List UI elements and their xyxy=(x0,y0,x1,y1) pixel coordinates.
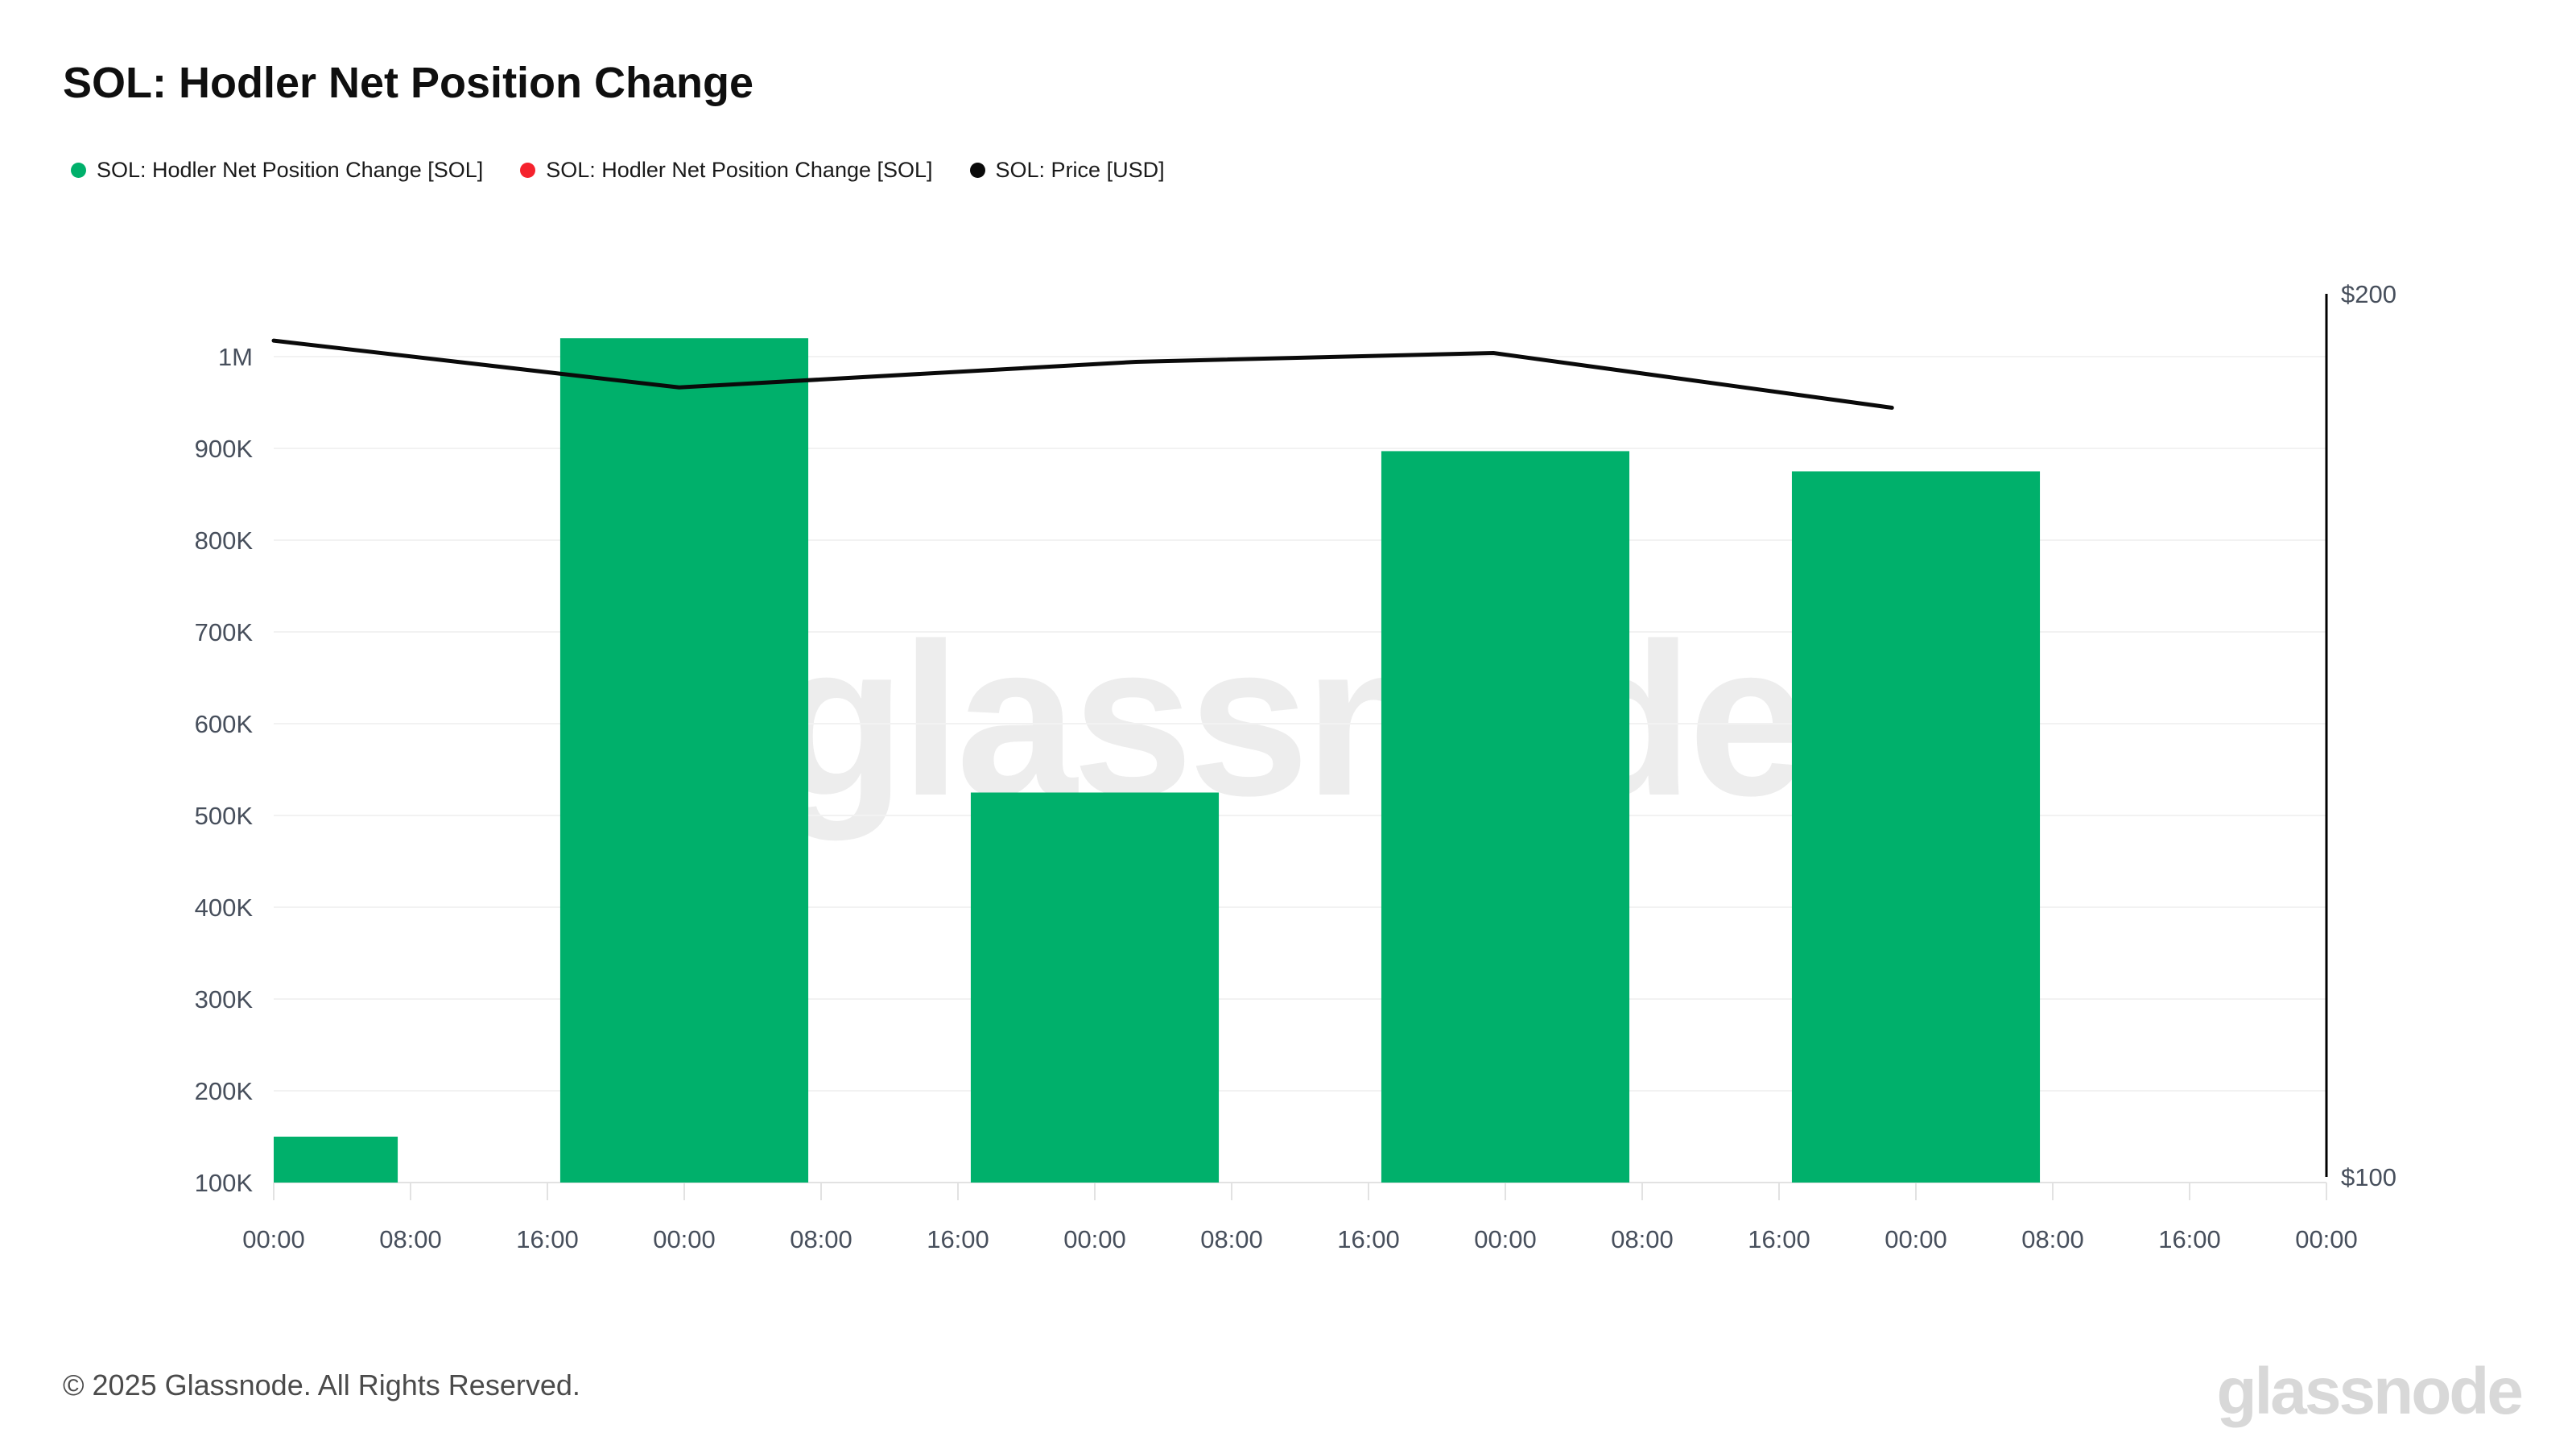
x-axis-tick-label: 00:00 xyxy=(242,1225,305,1253)
x-axis-tick-label: 08:00 xyxy=(1200,1225,1263,1253)
page-title: SOL: Hodler Net Position Change xyxy=(63,59,754,107)
x-axis-tick-label: 16:00 xyxy=(516,1225,579,1253)
left-axis-tick-label: 900K xyxy=(195,435,254,463)
x-axis-tick-label: 00:00 xyxy=(2295,1225,2358,1253)
bar-hodler-net-position-change[interactable] xyxy=(274,1137,398,1183)
left-axis-tick-label: 800K xyxy=(195,526,254,555)
bar-hodler-net-position-change[interactable] xyxy=(1381,451,1630,1183)
left-axis-tick-label: 200K xyxy=(195,1077,254,1105)
x-axis-tick-label: 00:00 xyxy=(1885,1225,1947,1253)
legend: SOL: Hodler Net Position Change [SOL] SO… xyxy=(71,158,1165,183)
bar-hodler-net-position-change[interactable] xyxy=(970,792,1220,1183)
legend-item-hodler-net-position-red[interactable]: SOL: Hodler Net Position Change [SOL] xyxy=(520,158,933,183)
x-axis-tick-label: 08:00 xyxy=(790,1225,852,1253)
x-axis-tick-label: 08:00 xyxy=(379,1225,442,1253)
x-axis-tick-label: 08:00 xyxy=(2021,1225,2084,1253)
x-axis-tick-label: 00:00 xyxy=(653,1225,716,1253)
right-axis-tick-label: $200 xyxy=(2341,280,2396,308)
left-axis-tick-label: 600K xyxy=(195,710,254,738)
x-axis-tick-label: 16:00 xyxy=(927,1225,989,1253)
black-series-dot-icon xyxy=(969,163,985,178)
left-axis-tick-label: 400K xyxy=(195,894,254,922)
glassnode-logo: glassnode xyxy=(2216,1355,2524,1428)
x-axis-tick-label: 08:00 xyxy=(1611,1225,1674,1253)
right-axis-tick-label: $100 xyxy=(2341,1163,2396,1191)
legend-label: SOL: Price [USD] xyxy=(995,158,1165,182)
left-axis-tick-label: 100K xyxy=(195,1169,254,1197)
x-axis-tick-label: 16:00 xyxy=(2158,1225,2221,1253)
red-series-dot-icon xyxy=(520,163,536,178)
x-axis-tick-label: 16:00 xyxy=(1748,1225,1810,1253)
x-axis-tick-label: 16:00 xyxy=(1337,1225,1400,1253)
left-axis-tick-label: 1M xyxy=(218,343,253,371)
glassnode-watermark: glassnode xyxy=(773,599,1809,841)
x-axis-tick-label: 00:00 xyxy=(1063,1225,1126,1253)
left-axis-tick-label: 500K xyxy=(195,802,254,830)
legend-label: SOL: Hodler Net Position Change [SOL] xyxy=(97,158,484,182)
copyright-text: © 2025 Glassnode. All Rights Reserved. xyxy=(63,1368,580,1402)
left-axis-tick-label: 300K xyxy=(195,985,254,1013)
bar-hodler-net-position-change[interactable] xyxy=(1791,471,2041,1183)
price-line xyxy=(271,338,1894,411)
left-axis-tick-label: 700K xyxy=(195,618,254,646)
legend-label: SOL: Hodler Net Position Change [SOL] xyxy=(546,158,933,182)
legend-item-hodler-net-position-green[interactable]: SOL: Hodler Net Position Change [SOL] xyxy=(71,158,483,183)
green-series-dot-icon xyxy=(71,163,86,178)
bar-hodler-net-position-change[interactable] xyxy=(559,338,809,1183)
legend-item-price[interactable]: SOL: Price [USD] xyxy=(969,158,1165,183)
x-axis-tick-label: 00:00 xyxy=(1474,1225,1537,1253)
